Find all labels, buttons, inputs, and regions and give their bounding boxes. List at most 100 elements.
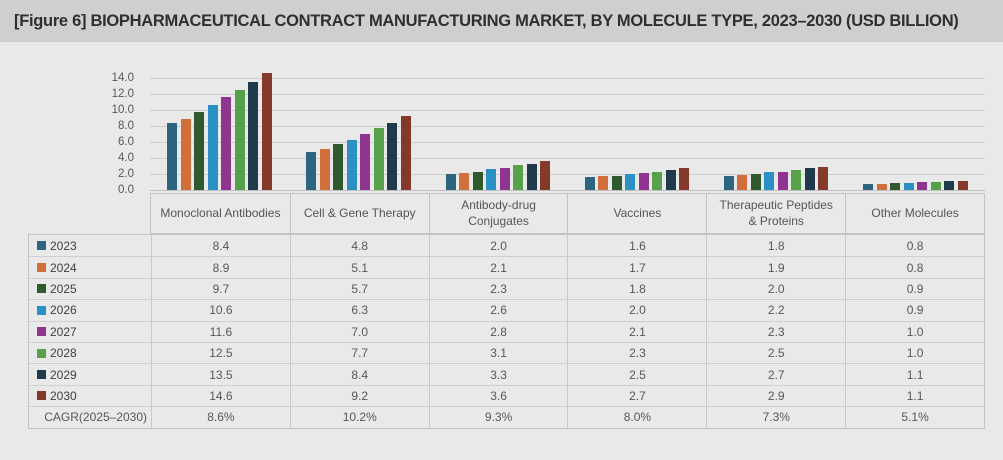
bar	[611, 175, 622, 190]
legend-year-label: 2030	[50, 388, 77, 403]
legend-color-swatch	[37, 327, 46, 337]
value-cell: 14.6	[151, 384, 290, 407]
value-cell: 1.0	[845, 320, 984, 342]
value-cell: 3.6	[428, 384, 568, 407]
value-cell: 2.7	[567, 384, 707, 407]
value-cell: 8.4	[151, 235, 290, 257]
bar-group	[428, 78, 567, 190]
cagr-value-cell: 9.3%	[428, 406, 568, 428]
value-cell: 13.5	[151, 363, 290, 385]
gridline	[150, 78, 985, 79]
value-cell: 7.0	[289, 320, 429, 342]
legend-year-label: 2029	[50, 367, 77, 382]
category-header-row: Monoclonal Antibodies Cell & Gene Therapy…	[150, 193, 985, 234]
cagr-value-cell: 10.2%	[289, 406, 429, 428]
legend-color-swatch	[37, 284, 46, 294]
bar	[818, 166, 829, 190]
value-cell: 5.1	[289, 256, 429, 278]
bar	[540, 161, 551, 190]
bar-group	[150, 73, 289, 190]
gridline	[150, 174, 985, 175]
bar	[944, 181, 955, 190]
bar	[804, 168, 815, 190]
value-cell: 2.7	[706, 363, 846, 385]
value-cell: 2.8	[428, 320, 568, 342]
value-cell: 6.3	[289, 299, 429, 321]
bar	[764, 172, 775, 190]
value-cell: 2.5	[706, 341, 846, 364]
legend-year-label: 2024	[50, 260, 77, 275]
gridline	[150, 190, 985, 191]
bar	[472, 171, 483, 190]
value-cell: 1.1	[845, 363, 984, 385]
bar	[445, 174, 456, 190]
value-cell: 2.3	[567, 341, 707, 364]
cagr-value-cell: 8.0%	[567, 406, 707, 428]
category-header-cell: Vaccines	[567, 194, 706, 233]
bar	[234, 90, 245, 190]
value-cell: 1.1	[845, 384, 984, 407]
bar	[513, 165, 524, 190]
value-cell: 2.3	[428, 277, 568, 300]
value-cell: 0.8	[845, 256, 984, 278]
bar	[791, 170, 802, 190]
bar	[486, 169, 497, 190]
bar	[346, 139, 357, 190]
bar	[723, 175, 734, 190]
category-header-cell: Antibody-drug Conjugates	[428, 194, 568, 233]
category-header-cell: Other Molecules	[845, 194, 984, 233]
bar	[665, 170, 676, 190]
value-cell: 2.1	[428, 256, 568, 278]
gridline	[150, 158, 985, 159]
figure-title: [Figure 6] BIOPHARMACEUTICAL CONTRACT MA…	[14, 11, 959, 30]
bar	[499, 167, 510, 190]
bar	[638, 173, 649, 190]
gridline	[150, 126, 985, 127]
bar-group	[289, 78, 428, 190]
value-cell: 0.9	[845, 277, 984, 300]
data-table: 2023 8.4 4.8 2.0 1.6 1.8 0.8 2024 8.9 5.1 2.1 1.7 1.…	[28, 234, 985, 429]
legend-year-label: 2027	[50, 324, 77, 339]
value-cell: 1.8	[567, 277, 707, 300]
bar	[167, 122, 178, 190]
legend-year-label: 2028	[50, 346, 77, 361]
value-cell: 2.6	[428, 299, 568, 321]
cagr-label-cell: CAGR(2025–2030)	[29, 406, 151, 427]
value-cell: 8.9	[151, 256, 290, 278]
value-cell: 2.0	[706, 277, 846, 300]
value-cell: 3.3	[428, 363, 568, 385]
y-tick-label: 0.0	[118, 184, 134, 196]
value-cell: 12.5	[151, 341, 290, 364]
y-tick-label: 6.0	[118, 136, 134, 148]
cagr-value-cell: 8.6%	[151, 406, 290, 428]
value-cell: 7.7	[289, 341, 429, 364]
value-cell: 5.7	[289, 277, 429, 300]
bar	[387, 122, 398, 190]
bar	[319, 149, 330, 190]
value-cell: 2.3	[706, 320, 846, 342]
value-cell: 9.7	[151, 277, 290, 300]
value-cell: 1.9	[706, 256, 846, 278]
bar	[248, 82, 259, 190]
bar	[930, 182, 941, 190]
legend-color-swatch	[37, 305, 46, 315]
bar	[890, 182, 901, 190]
bar-group	[568, 78, 707, 190]
category-header-cell: Cell & Gene Therapy	[289, 194, 429, 233]
value-cell: 1.6	[567, 235, 706, 257]
legend-color-swatch	[37, 263, 46, 273]
value-cell: 2.0	[428, 235, 568, 257]
y-tick-label: 4.0	[118, 152, 134, 164]
legend-year-label: 2023	[50, 238, 77, 253]
figure-title-bar: [Figure 6] BIOPHARMACEUTICAL CONTRACT MA…	[0, 0, 1003, 42]
y-tick-label: 8.0	[118, 120, 134, 132]
y-tick-label: 2.0	[118, 168, 134, 180]
value-cell: 2.9	[706, 384, 846, 407]
value-cell: 2.5	[567, 363, 707, 385]
bar	[400, 116, 411, 190]
legend-cell: 2028	[29, 341, 151, 363]
bar	[750, 174, 761, 190]
bar	[863, 183, 874, 190]
bar-group	[846, 78, 985, 190]
